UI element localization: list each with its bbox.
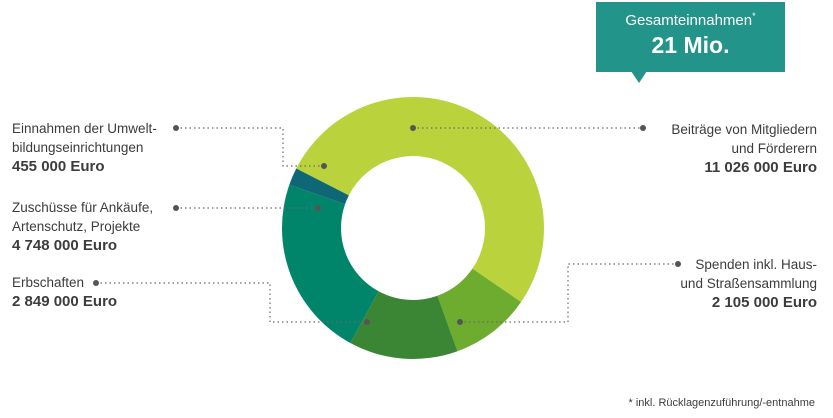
leader-lines xyxy=(93,125,681,325)
leader-line-erbschaften xyxy=(96,282,367,323)
total-callout: Gesamteinnahmen* 21 Mio. xyxy=(596,2,785,72)
label-amount: 2 105 000 Euro xyxy=(711,294,817,311)
leader-dot-umweltbildung xyxy=(321,163,327,169)
donut-slices xyxy=(282,97,544,359)
label-amount: 11 026 000 Euro xyxy=(704,159,817,176)
leader-dot-erbschaften xyxy=(364,319,370,325)
leader-line-umweltbildung xyxy=(176,127,324,167)
label-name: Beiträge von Mitgliedern und Förderern xyxy=(671,122,817,156)
total-title: Gesamteinnahmen* xyxy=(625,11,756,29)
label-umweltbildung: Einnahmen der Umwelt- bildungseinrichtun… xyxy=(12,119,212,177)
leader-dot-spenden xyxy=(457,319,463,325)
label-zuschuesse: Zuschüsse für Ankäufe, Artenschutz, Proj… xyxy=(12,198,212,256)
label-name: Zuschüsse für Ankäufe, Artenschutz, Proj… xyxy=(12,200,154,234)
donut-slice-erbschaften xyxy=(350,291,458,359)
leader-dot-beitraege xyxy=(640,125,646,131)
label-spenden: Spenden inkl. Haus- und Straßensammlung … xyxy=(600,255,817,313)
leader-dot-umweltbildung xyxy=(173,125,179,131)
label-name: Spenden inkl. Haus- und Straßensammlung xyxy=(680,257,817,291)
donut-slice-umweltbildung xyxy=(289,168,349,205)
donut-slice-zuschuesse xyxy=(282,184,379,344)
leader-line-spenden xyxy=(460,263,678,323)
leader-dot-zuschuesse xyxy=(173,205,179,211)
footnote: * inkl. Rücklagenzuführung/-entnahme xyxy=(628,397,815,409)
label-amount: 2 849 000 Euro xyxy=(12,293,118,310)
label-beitraege: Beiträge von Mitgliedern und Förderern 1… xyxy=(619,120,817,178)
leader-dot-spenden xyxy=(675,261,681,267)
label-name: Erbschaften xyxy=(12,275,85,290)
total-value: 21 Mio. xyxy=(651,32,730,58)
leader-dot-erbschaften xyxy=(93,280,99,286)
label-amount: 455 000 Euro xyxy=(12,158,105,175)
donut-slice-spenden xyxy=(437,268,522,352)
label-erbschaften: Erbschaften 2 849 000 Euro xyxy=(12,273,212,312)
label-amount: 4 748 000 Euro xyxy=(12,237,118,254)
label-name: Einnahmen der Umwelt- bildungseinrichtun… xyxy=(12,121,157,155)
leader-dot-zuschuesse xyxy=(315,205,321,211)
callout-pointer xyxy=(631,71,647,83)
leader-dot-beitraege xyxy=(410,125,416,131)
donut-slice-beitraege xyxy=(296,97,544,302)
